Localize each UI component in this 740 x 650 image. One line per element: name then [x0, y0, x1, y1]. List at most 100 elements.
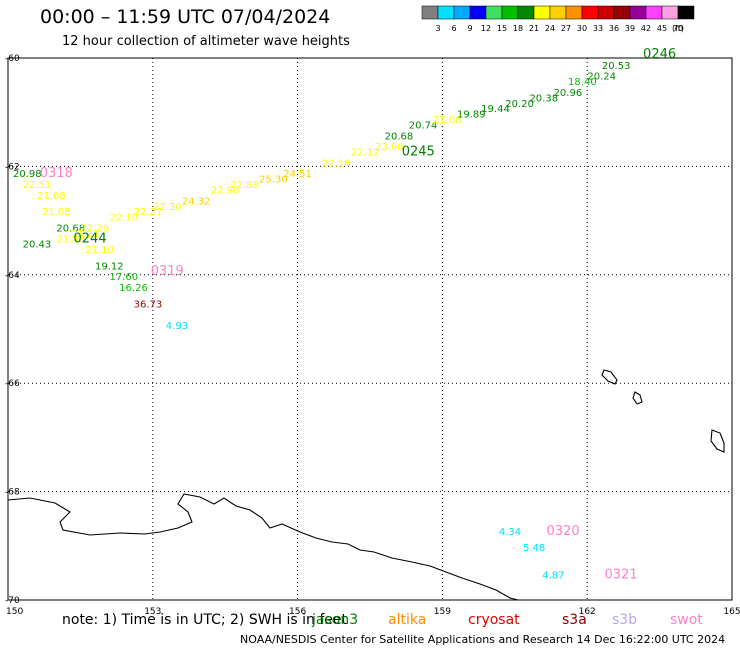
legend-swot: swot [670, 612, 703, 628]
pass-label: 0321 [604, 567, 637, 582]
colorbar-label: 21 [529, 24, 539, 33]
x-tick-label: 165 [723, 607, 740, 617]
swh-data-point: 22.88 [230, 180, 259, 191]
swh-data-point: 21.21 [71, 229, 100, 240]
plot-frame [7, 57, 733, 601]
colorbar-label: 15 [497, 24, 507, 33]
colorbar-swatch [661, 5, 679, 20]
colorbar-swatch [437, 5, 455, 20]
y-tick-label: -70 [5, 596, 20, 606]
swh-data-point: 4.87 [542, 570, 564, 581]
colorbar-swatch [581, 5, 599, 20]
swh-data-point: 24.51 [283, 169, 312, 180]
colorbar-unit: (ft) [672, 24, 684, 33]
colorbar-swatch [613, 5, 631, 20]
swh-data-point: 20.96 [554, 88, 583, 99]
swh-data-point: 24.32 [182, 196, 211, 207]
swh-data-point: 22.10 [110, 213, 139, 224]
note-text: note: 1) Time is in UTC; 2) SWH is in fe… [62, 612, 348, 628]
swh-data-point: 21.08 [37, 191, 66, 202]
y-tick-label: -66 [5, 379, 20, 389]
colorbar-swatch [517, 5, 535, 20]
colorbar-label: 12 [481, 24, 491, 33]
colorbar-label: 27 [561, 24, 571, 33]
pass-label: 0320 [547, 524, 580, 539]
colorbar-swatch [549, 5, 567, 20]
colorbar-label: 36 [609, 24, 619, 33]
pass-label: 0319 [151, 264, 184, 279]
swh-data-point: 19.44 [481, 104, 510, 115]
colorbar-label: 3 [435, 24, 440, 33]
swh-data-point: 20.68 [56, 223, 85, 234]
colorbar-label: 9 [467, 24, 472, 33]
swh-data-point: 17.60 [110, 272, 139, 283]
pass-label: 0318 [40, 166, 73, 181]
colorbar-label: 24 [545, 24, 555, 33]
swh-data-point: 25.30 [259, 175, 288, 186]
colorbar-label: 30 [577, 24, 587, 33]
coastline [7, 493, 519, 601]
swh-data-point: 16.26 [119, 283, 148, 294]
colorbar-swatch [533, 5, 551, 20]
swh-data-point: 22.12 [351, 148, 380, 159]
colorbar-swatch [645, 5, 663, 20]
legend-cryosat: cryosat [468, 612, 520, 628]
swh-data-point: 5.48 [523, 543, 545, 554]
footer-credit: NOAA/NESDIS Center for Satellite Applica… [240, 633, 726, 646]
swh-data-point: 22.27 [134, 207, 163, 218]
swh-data-point: 4.93 [166, 321, 188, 332]
swh-data-point: 20.74 [409, 120, 438, 131]
swh-data-point: 20.43 [23, 240, 52, 251]
swh-data-point: 20.68 [385, 131, 414, 142]
colorbar-swatch [485, 5, 503, 20]
pass-label: 0246 [643, 47, 676, 62]
swh-data-point: 22.29 [81, 223, 110, 234]
swh-data-point: 20.98 [13, 169, 42, 180]
colorbar-label: 45 [657, 24, 667, 33]
colorbar-swatch [597, 5, 615, 20]
swh-data-point: 21.68 [42, 207, 71, 218]
legend-s3b: s3b [612, 612, 638, 628]
swh-data-point: 21.10 [85, 245, 114, 256]
x-tick-label: 159 [434, 607, 451, 617]
colorbar-swatch [453, 5, 471, 20]
colorbar-label: 33 [593, 24, 603, 33]
swh-data-point: 4.34 [499, 527, 521, 538]
swh-data-point: 18.40 [568, 77, 597, 88]
legend-s3a: s3a [562, 612, 587, 628]
swh-data-point: 36.73 [134, 299, 163, 310]
colorbar-swatch [469, 5, 487, 20]
swh-data-point: 23.00 [375, 142, 404, 153]
pass-label: 0244 [74, 231, 107, 246]
colorbar-swatch [501, 5, 519, 20]
colorbar-swatch [421, 5, 439, 20]
swh-data-point: 20.24 [587, 72, 616, 83]
island-outline [710, 429, 725, 453]
colorbar-swatch [677, 5, 695, 20]
swh-data-point: 22.30 [153, 202, 182, 213]
swh-data-point: 20.38 [529, 93, 558, 104]
y-tick-label: -60 [5, 54, 20, 64]
x-tick-label: 156 [289, 607, 306, 617]
legend-jason3: jason3 [312, 612, 359, 628]
colorbar-label: 39 [625, 24, 635, 33]
island-outline [601, 369, 618, 385]
colorbar-swatch [565, 5, 583, 20]
swh-data-point: 20.20 [505, 99, 534, 110]
swh-data-point: 22.51 [23, 180, 52, 191]
colorbar-label: 18 [513, 24, 523, 33]
colorbar-label: 42 [641, 24, 651, 33]
island-outline [632, 391, 643, 405]
x-tick-label: 150 [6, 607, 23, 617]
x-tick-label: 162 [579, 607, 596, 617]
swh-data-point: 19.12 [95, 261, 124, 272]
swh-data-point: 19.89 [457, 110, 486, 121]
swh-data-point: 22.16 [322, 158, 351, 169]
y-tick-label: -64 [5, 271, 20, 281]
pass-label: 0245 [402, 145, 435, 160]
y-tick-label: -62 [5, 162, 20, 172]
swh-data-point: 22.98 [211, 186, 240, 197]
swh-data-point: 20.53 [602, 61, 631, 72]
